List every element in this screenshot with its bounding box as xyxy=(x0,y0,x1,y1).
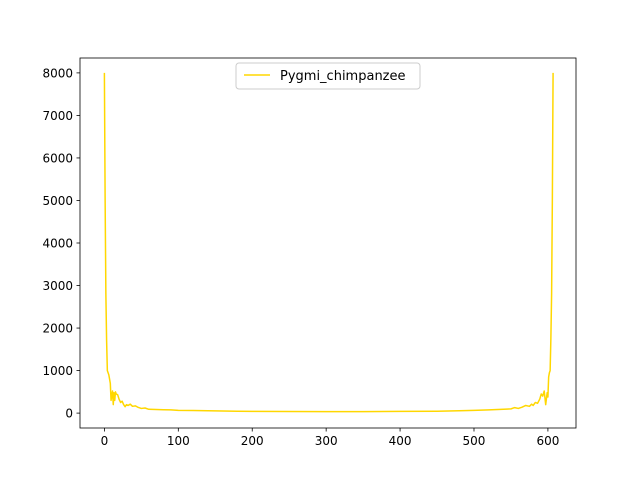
series-line-0 xyxy=(103,72,554,413)
series-layer xyxy=(103,72,554,413)
x-tick-label: 200 xyxy=(241,434,264,448)
plot-background xyxy=(80,58,576,428)
x-tick-label: 100 xyxy=(167,434,190,448)
axes-layer: 0 100 200 300 400 500 600010002000300040005000… xyxy=(42,57,577,448)
legend-label: Pygmi_chimpanzee xyxy=(280,69,406,84)
y-tick-label: 7000 xyxy=(42,109,73,123)
y-tick-label: 8000 xyxy=(42,66,73,80)
y-tick-label: 2000 xyxy=(42,322,73,336)
y-tick-label: 1000 xyxy=(42,364,73,378)
x-tick-label: 300 xyxy=(315,434,338,448)
legend-box xyxy=(235,62,421,90)
y-tick-label: 3000 xyxy=(42,279,73,293)
legend: Pygmi_chimpanzee xyxy=(235,62,421,90)
y-tick-label: 6000 xyxy=(42,151,73,165)
x-tick-label: 600 xyxy=(536,434,559,448)
x-tick-label: 0 xyxy=(101,434,109,448)
y-tick-label: 5000 xyxy=(42,194,73,208)
x-tick-label: 400 xyxy=(389,434,412,448)
x-tick-label: 500 xyxy=(463,434,486,448)
y-tick-label: 4000 xyxy=(42,237,73,251)
y-tick-label: 0 xyxy=(65,407,73,421)
